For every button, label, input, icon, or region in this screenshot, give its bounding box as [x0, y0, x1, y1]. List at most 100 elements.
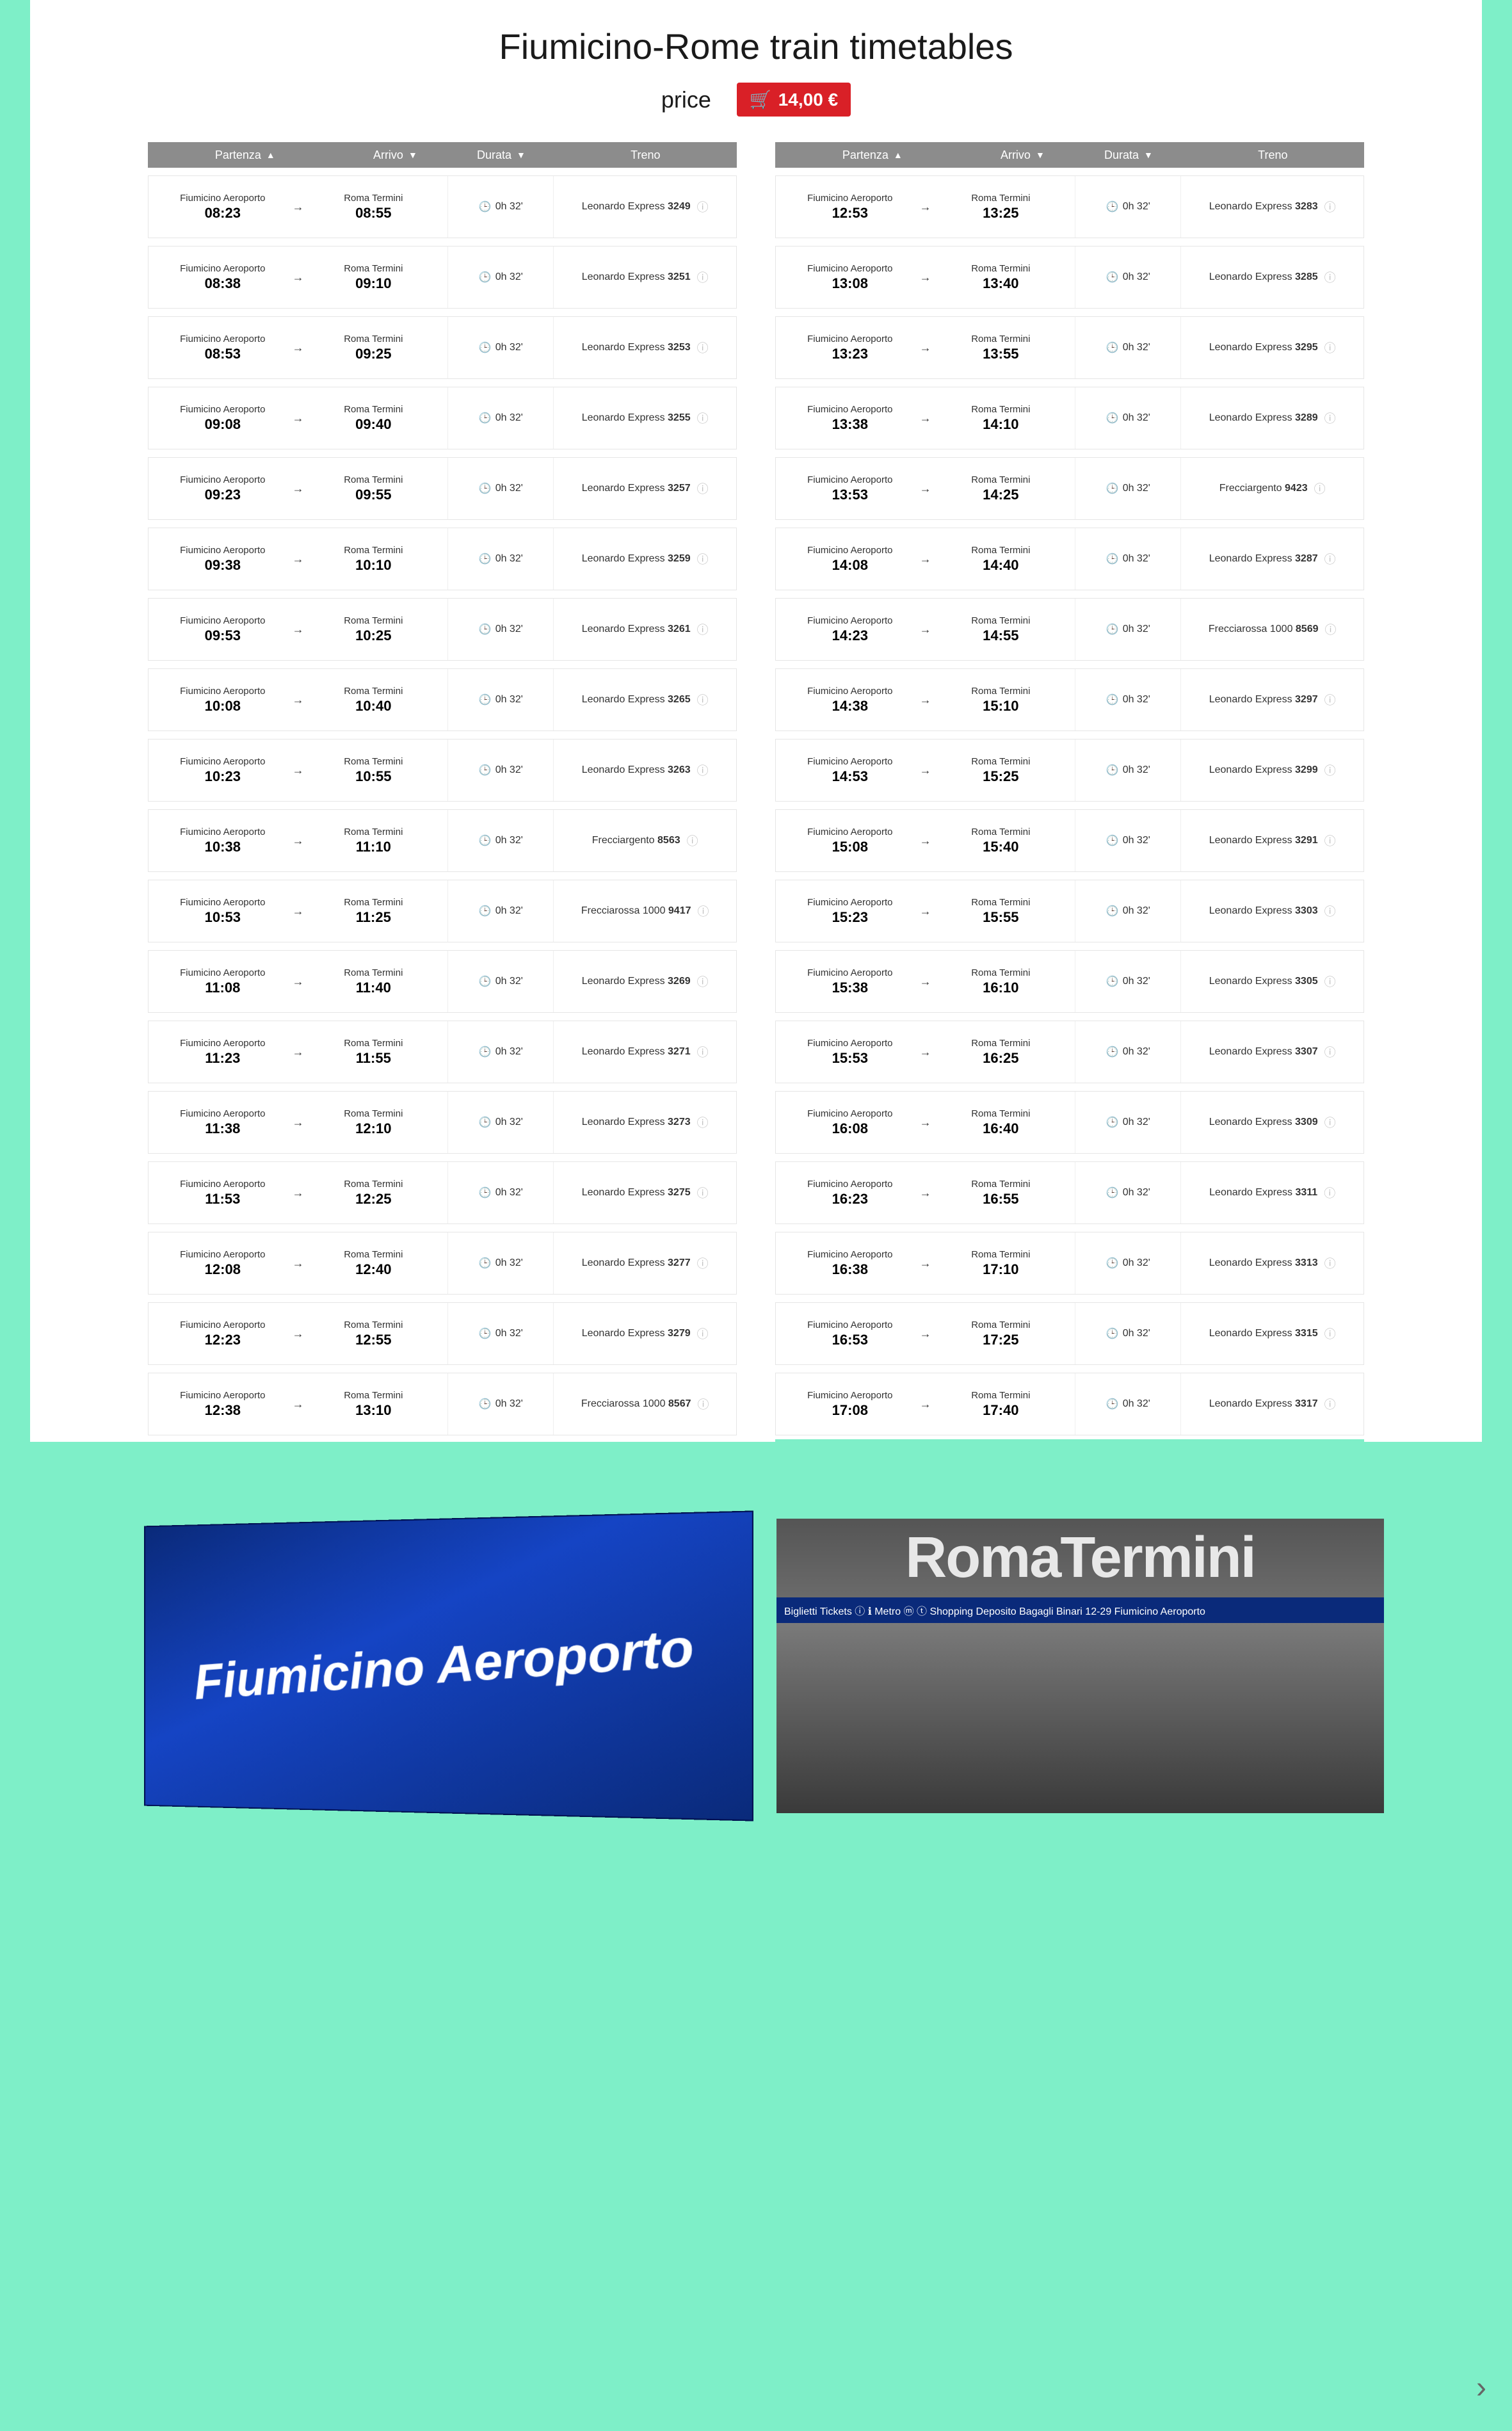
info-icon[interactable]: ⓘ: [1324, 1325, 1336, 1342]
info-icon[interactable]: ⓘ: [1325, 621, 1337, 638]
clock-icon: 🕒: [479, 834, 492, 847]
info-icon[interactable]: ⓘ: [1324, 762, 1336, 779]
info-icon[interactable]: ⓘ: [697, 551, 709, 567]
info-icon[interactable]: ⓘ: [697, 762, 709, 779]
info-icon[interactable]: ⓘ: [697, 480, 709, 497]
arrival-station: Roma Termini: [317, 263, 431, 274]
table-row[interactable]: Fiumicino Aeroporto09:53→Roma Termini10:…: [148, 598, 737, 661]
arrival-time: 12:25: [317, 1191, 431, 1207]
info-icon[interactable]: ⓘ: [697, 1114, 709, 1131]
table-row[interactable]: Fiumicino Aeroporto16:23→Roma Termini16:…: [775, 1161, 1364, 1224]
info-icon[interactable]: ⓘ: [1314, 480, 1326, 497]
info-icon[interactable]: ⓘ: [1324, 269, 1336, 286]
info-icon[interactable]: ⓘ: [687, 832, 698, 849]
info-icon[interactable]: ⓘ: [697, 269, 709, 286]
info-icon[interactable]: ⓘ: [1324, 1255, 1336, 1272]
table-row[interactable]: Fiumicino Aeroporto14:53→Roma Termini15:…: [775, 739, 1364, 802]
info-icon[interactable]: ⓘ: [1324, 1396, 1336, 1412]
table-row[interactable]: Fiumicino Aeroporto12:08→Roma Termini12:…: [148, 1232, 737, 1295]
info-icon[interactable]: ⓘ: [1324, 410, 1336, 426]
info-icon[interactable]: ⓘ: [697, 973, 709, 990]
table-row[interactable]: Fiumicino Aeroporto13:53→Roma Termini14:…: [775, 457, 1364, 520]
info-icon[interactable]: ⓘ: [697, 1325, 709, 1342]
info-icon[interactable]: ⓘ: [698, 903, 709, 919]
table-row[interactable]: Fiumicino Aeroporto09:23→Roma Termini09:…: [148, 457, 737, 520]
table-row[interactable]: Fiumicino Aeroporto14:38→Roma Termini15:…: [775, 668, 1364, 731]
table-row[interactable]: Fiumicino Aeroporto10:53→Roma Termini11:…: [148, 880, 737, 942]
info-icon[interactable]: ⓘ: [1324, 973, 1336, 990]
th-arrival[interactable]: Arrivo ▼: [342, 149, 449, 162]
table-row[interactable]: Fiumicino Aeroporto08:53→Roma Termini09:…: [148, 316, 737, 379]
th-departure[interactable]: Partenza ▲: [775, 149, 970, 162]
cell-duration: 🕒0h 32': [448, 387, 554, 449]
train-number: 3271: [668, 1046, 691, 1057]
clock-icon: 🕒: [1106, 975, 1119, 988]
arrow-right-icon: →: [293, 482, 304, 496]
arrival-station: Roma Termini: [317, 404, 431, 415]
table-row[interactable]: Fiumicino Aeroporto16:38→Roma Termini17:…: [775, 1232, 1364, 1295]
th-duration[interactable]: Durata ▼: [448, 149, 554, 162]
table-row[interactable]: Fiumicino Aeroporto17:08→Roma Termini17:…: [775, 1373, 1364, 1435]
table-row[interactable]: Fiumicino Aeroporto13:08→Roma Termini13:…: [775, 246, 1364, 309]
arrival-time: 15:10: [944, 698, 1058, 715]
table-row[interactable]: Fiumicino Aeroporto15:08→Roma Termini15:…: [775, 809, 1364, 872]
info-icon[interactable]: ⓘ: [697, 1044, 709, 1060]
table-row[interactable]: Fiumicino Aeroporto12:53→Roma Termini13:…: [775, 175, 1364, 238]
table-row[interactable]: Fiumicino Aeroporto15:53→Roma Termini16:…: [775, 1021, 1364, 1083]
table-row[interactable]: Fiumicino Aeroporto15:23→Roma Termini15:…: [775, 880, 1364, 942]
th-duration[interactable]: Durata ▼: [1075, 149, 1182, 162]
info-icon[interactable]: ⓘ: [1324, 198, 1336, 215]
departure-station: Fiumicino Aeroporto: [793, 1108, 907, 1119]
arrow-right-icon: →: [293, 905, 304, 918]
th-arrival[interactable]: Arrivo ▼: [970, 149, 1076, 162]
table-row[interactable]: Fiumicino Aeroporto16:53→Roma Termini17:…: [775, 1302, 1364, 1365]
info-icon[interactable]: ⓘ: [1324, 903, 1336, 919]
train-number: 3257: [668, 483, 691, 494]
info-icon[interactable]: ⓘ: [1324, 1184, 1335, 1201]
cell-train: Leonardo Express 3291ⓘ: [1181, 832, 1363, 849]
info-icon[interactable]: ⓘ: [1324, 832, 1336, 849]
info-icon[interactable]: ⓘ: [697, 198, 709, 215]
table-row[interactable]: Fiumicino Aeroporto08:38→Roma Termini09:…: [148, 246, 737, 309]
info-icon[interactable]: ⓘ: [698, 1396, 709, 1412]
info-icon[interactable]: ⓘ: [697, 1184, 709, 1201]
table-row[interactable]: Fiumicino Aeroporto12:23→Roma Termini12:…: [148, 1302, 737, 1365]
table-row[interactable]: Fiumicino Aeroporto11:23→Roma Termini11:…: [148, 1021, 737, 1083]
info-icon[interactable]: ⓘ: [1324, 551, 1336, 567]
info-icon[interactable]: ⓘ: [1324, 339, 1336, 356]
arrival-station: Roma Termini: [317, 334, 431, 344]
info-icon[interactable]: ⓘ: [697, 339, 709, 356]
table-row[interactable]: Fiumicino Aeroporto12:38→Roma Termini13:…: [148, 1373, 737, 1435]
table-row[interactable]: Fiumicino Aeroporto09:08→Roma Termini09:…: [148, 387, 737, 449]
table-row[interactable]: Fiumicino Aeroporto11:08→Roma Termini11:…: [148, 950, 737, 1013]
info-icon[interactable]: ⓘ: [697, 691, 709, 708]
table-row[interactable]: Fiumicino Aeroporto11:53→Roma Termini12:…: [148, 1161, 737, 1224]
table-row[interactable]: Fiumicino Aeroporto11:38→Roma Termini12:…: [148, 1091, 737, 1154]
table-row[interactable]: Fiumicino Aeroporto13:38→Roma Termini14:…: [775, 387, 1364, 449]
info-icon[interactable]: ⓘ: [1324, 1114, 1336, 1131]
table-row[interactable]: Fiumicino Aeroporto08:23→Roma Termini08:…: [148, 175, 737, 238]
info-icon[interactable]: ⓘ: [697, 621, 709, 638]
cell-train: Leonardo Express 3277ⓘ: [554, 1255, 736, 1272]
table-row[interactable]: Fiumicino Aeroporto16:08→Roma Termini16:…: [775, 1091, 1364, 1154]
info-icon[interactable]: ⓘ: [1324, 691, 1336, 708]
departure-block: Fiumicino Aeroporto12:23: [166, 1320, 280, 1348]
table-row[interactable]: Fiumicino Aeroporto14:23→Roma Termini14:…: [775, 598, 1364, 661]
termini-sign-text: RomaTermini: [776, 1519, 1384, 1597]
next-arrow-icon[interactable]: ›: [1476, 2370, 1486, 2405]
table-row[interactable]: Fiumicino Aeroporto10:23→Roma Termini10:…: [148, 739, 737, 802]
table-row[interactable]: Fiumicino Aeroporto10:38→Roma Termini11:…: [148, 809, 737, 872]
info-icon[interactable]: ⓘ: [1324, 1044, 1336, 1060]
arrow-right-icon: →: [293, 553, 304, 566]
th-departure[interactable]: Partenza ▲: [148, 149, 342, 162]
table-row[interactable]: Fiumicino Aeroporto10:08→Roma Termini10:…: [148, 668, 737, 731]
table-row[interactable]: Fiumicino Aeroporto15:38→Roma Termini16:…: [775, 950, 1364, 1013]
info-icon[interactable]: ⓘ: [697, 410, 709, 426]
table-row[interactable]: Fiumicino Aeroporto09:38→Roma Termini10:…: [148, 528, 737, 590]
train-name: Leonardo Express 3295: [1209, 342, 1318, 353]
cell-duration: 🕒0h 32': [448, 528, 554, 590]
table-row[interactable]: Fiumicino Aeroporto14:08→Roma Termini14:…: [775, 528, 1364, 590]
table-row[interactable]: Fiumicino Aeroporto13:23→Roma Termini13:…: [775, 316, 1364, 379]
price-badge[interactable]: 🛒 14,00 €: [737, 83, 851, 117]
info-icon[interactable]: ⓘ: [697, 1255, 709, 1272]
